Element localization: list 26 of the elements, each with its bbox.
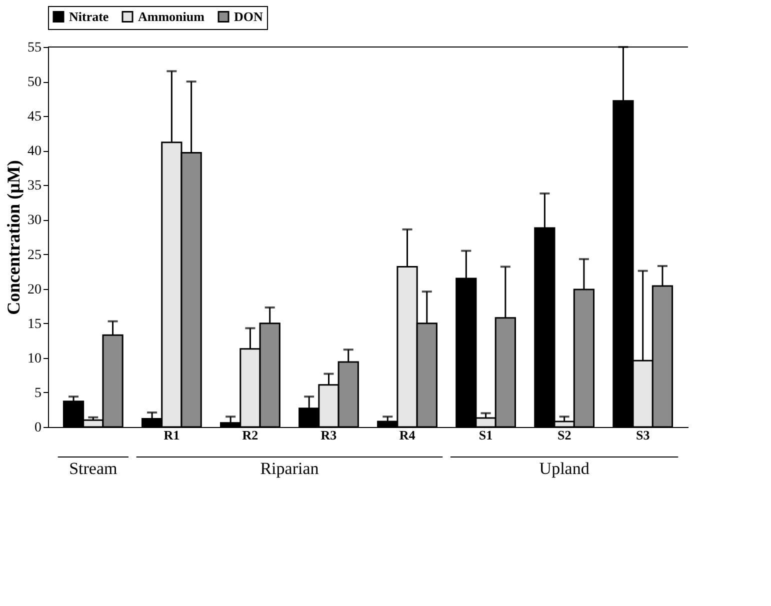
y-tick-label: 20 (28, 282, 42, 298)
y-tick-label: 5 (34, 386, 42, 401)
y-tick-label: 55 (28, 40, 42, 56)
y-tick-label: 0 (34, 420, 42, 436)
y-tick-label: 15 (28, 316, 42, 332)
y-tick-label: 40 (28, 144, 42, 160)
text: Riparian (260, 459, 320, 478)
x-tick-label: R3 (320, 428, 338, 442)
text: Stream (69, 459, 118, 478)
y-tick-label: 45 (28, 110, 42, 125)
x-tick-label: S2 (557, 428, 572, 442)
legend-label: Nitrate (69, 8, 109, 24)
y-tick-label: 10 (28, 351, 42, 366)
x-tick-label: R2 (242, 428, 258, 442)
y-tick-label: 30 (28, 213, 42, 228)
y-tick-label: 25 (28, 248, 42, 263)
x-tick-label: R4 (399, 428, 416, 442)
text: Upland (539, 459, 590, 478)
x-tick-label: R1 (164, 428, 180, 442)
x-tick-label: S3 (636, 428, 650, 442)
y-tick-label: 35 (28, 178, 42, 194)
legend-label: DON (234, 8, 264, 24)
legend-label: Ammonium (138, 8, 205, 24)
y-axis-title: Concentration (μM) (4, 160, 24, 315)
y-tick-label: 50 (28, 75, 42, 90)
x-tick-label: S1 (478, 428, 493, 442)
